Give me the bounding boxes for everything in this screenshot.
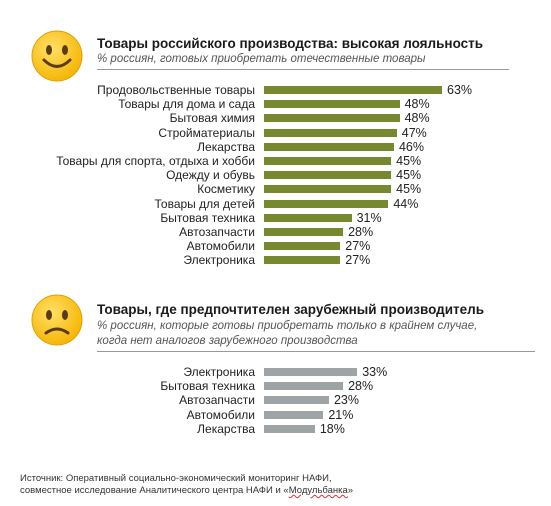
value-label: 28% [348,225,374,239]
value-label: 28% [348,379,374,394]
bar [264,114,400,123]
bar [264,142,394,151]
bar [264,86,442,94]
chart-row: Товары для детей 44% [0,197,551,211]
value-label: 33% [362,365,388,379]
category-label: Автозапчасти [179,225,255,239]
category-label: Бытовая техника [160,379,255,394]
category-label: Косметику [197,182,255,197]
bar [264,396,329,405]
bar [264,157,392,165]
chart-row: Автозапчасти 23% [0,393,551,407]
chart-row: Товары для спорта, отдыха и хобби 45% [0,154,551,168]
value-label: 46% [398,139,424,154]
category-label: Продовольственные товары [97,83,255,97]
chart-title-2: Товары, где предпочтителен зарубежный пр… [97,302,485,317]
value-label: 45% [396,182,422,197]
chart-row: Бытовая техника 31% [0,211,551,225]
title-divider-1 [97,69,509,70]
chart-subtitle-2-line1: % россиян, которые готовы приобретать то… [97,320,478,332]
category-label: Одежду и обувь [166,168,255,183]
chart-subtitle-2-line2: когда нет аналогов зарубежного производс… [97,335,358,347]
category-label: Товары для спорта, отдыха и хобби [56,154,255,168]
chart-row: Товары для дома и сада 48% [0,97,551,111]
bar [264,256,341,265]
title-divider-2 [97,351,535,352]
smiling-face-icon [31,30,83,82]
bar [264,171,392,180]
bar [264,213,352,222]
category-label: Автомобили [186,407,255,422]
bar [264,382,344,391]
category-label: Бытовая техника [160,210,255,225]
chart-row: Электроника 27% [0,253,551,267]
value-label: 45% [396,154,422,168]
value-label: 47% [401,125,427,140]
bar [264,185,392,194]
bar [264,242,341,251]
chart-row: Автомобили 21% [0,408,551,422]
source-line-2: совместное исследование Аналитического ц… [20,485,353,497]
value-label: 44% [393,196,419,211]
category-label: Автозапчасти [179,393,255,408]
chart-row: Лекарства 18% [0,422,551,436]
chart-row: Электроника 33% [0,365,551,379]
category-label: Электроника [183,253,255,268]
category-label: Лекарства [197,421,255,436]
value-label: 63% [447,83,473,97]
value-label: 48% [404,97,430,112]
chart-row: Бытовая техника 28% [0,379,551,393]
value-label: 45% [396,168,422,183]
category-label: Товары для детей [154,196,255,211]
category-label: Стройматериалы [158,125,255,140]
chart-title-1: Товары российского производства: высокая… [97,36,484,51]
chart-row: Одежду и обувь 45% [0,168,551,182]
bar [264,100,400,109]
chart-row: Бытовая химия 48% [0,111,551,125]
bar [264,424,315,433]
value-label: 31% [356,210,382,225]
chart-row: Продовольственные товары 63% [0,83,551,97]
value-label: 48% [404,111,430,126]
value-label: 27% [345,253,371,268]
category-label: Товары для дома и сада [118,97,255,112]
source-brand-name: Модульбанка [288,485,348,496]
bar [264,368,358,376]
category-label: Бытовая химия [169,111,255,126]
value-label: 23% [333,393,359,408]
chart-row: Косметику 45% [0,182,551,196]
bar [264,199,389,208]
frowning-face-icon [31,294,83,346]
chart-subtitle-1: % россиян, готовых приобретать отечестве… [97,53,426,65]
chart-row: Стройматериалы 47% [0,126,551,140]
source-note: Источник: Оперативный социально-экономич… [20,473,353,497]
value-label: 21% [328,407,354,422]
category-label: Электроника [183,365,255,379]
chart-row: Автомобили 27% [0,239,551,253]
source-line-1: Источник: Оперативный социально-экономич… [20,473,332,484]
value-label: 18% [319,421,345,436]
value-label: 27% [345,239,371,254]
bar [264,410,324,419]
chart-row: Лекарства 46% [0,140,551,154]
category-label: Лекарства [197,139,255,154]
bar [264,128,397,137]
bar [264,228,344,236]
category-label: Автомобили [186,239,255,254]
chart-row: Автозапчасти 28% [0,225,551,239]
source-line-2-suffix: » [347,485,354,496]
source-line-2-prefix: совместное исследование Аналитического ц… [20,485,289,496]
